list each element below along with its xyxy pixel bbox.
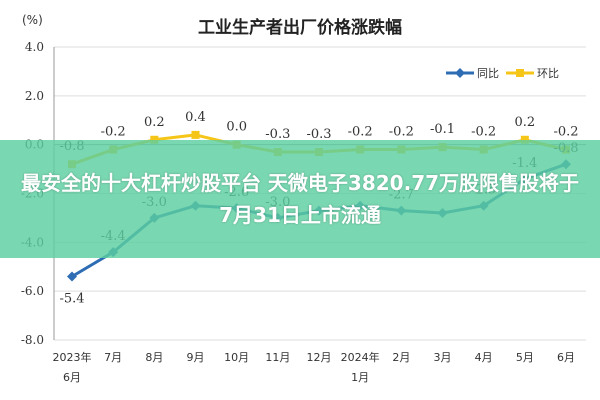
data-label: 0.0 [226, 120, 247, 135]
data-point-mom [191, 130, 200, 139]
data-label: -0.2 [101, 125, 126, 140]
data-label: -0.3 [306, 127, 331, 142]
x-tick-label: 6月 [63, 371, 81, 384]
data-label: -5.4 [59, 292, 84, 307]
y-tick-label: -6.0 [21, 284, 44, 298]
data-label: -0.1 [430, 122, 455, 137]
banner-headline[interactable]: 最安全的十大杠杆炒股平台 天微电子3820.77万股限售股将于7月31日上市流通 [20, 171, 580, 227]
x-tick-label: 12月 [307, 351, 332, 364]
data-label: 0.2 [514, 115, 535, 130]
overlay-banner[interactable]: 最安全的十大杠杆炒股平台 天微电子3820.77万股限售股将于7月31日上市流通 [0, 140, 600, 258]
data-label: 0.2 [144, 115, 165, 130]
legend-label: 同比 [477, 67, 499, 80]
x-tick-label: 3月 [434, 351, 452, 364]
x-tick-label: 5月 [516, 351, 534, 364]
legend-label: 环比 [537, 67, 559, 80]
data-point-yoy [67, 271, 77, 282]
x-tick-label: 2月 [392, 351, 410, 364]
data-label: -0.2 [348, 125, 373, 140]
legend-marker [455, 68, 465, 78]
x-tick-label: 9月 [187, 351, 205, 364]
data-label: -0.2 [553, 125, 578, 140]
x-tick-label: 4月 [475, 351, 493, 364]
data-label: 0.4 [185, 110, 206, 125]
x-tick-label: 2024年 [341, 350, 380, 364]
y-axis-unit: (%) [22, 13, 43, 27]
x-tick-label: 10月 [224, 351, 249, 364]
x-tick-label: 6月 [557, 351, 575, 364]
legend-marker [516, 69, 524, 77]
x-axis-ticks: 2023年 6月 7月 8月 9月 10月 11月 12月 2024年 1月 2月 3月 4月 5月 6月 [53, 350, 576, 384]
legend: 同比 环比 [446, 67, 559, 80]
y-tick-label: 4.0 [25, 40, 44, 54]
data-label: -0.3 [265, 127, 290, 142]
x-tick-label: 11月 [265, 351, 290, 364]
data-point-mom [520, 135, 529, 144]
data-point-mom [150, 135, 159, 144]
data-label: -0.2 [471, 125, 496, 140]
x-tick-label: 8月 [145, 351, 163, 364]
x-tick-label: 7月 [104, 351, 122, 364]
data-label: -0.2 [389, 125, 414, 140]
chart-title: 工业生产者出厂价格涨跌幅 [198, 17, 402, 38]
y-tick-label: 2.0 [25, 89, 44, 103]
x-tick-label: 1月 [351, 371, 369, 384]
x-tick-label: 2023年 [53, 350, 92, 364]
y-tick-label: -8.0 [21, 333, 44, 347]
